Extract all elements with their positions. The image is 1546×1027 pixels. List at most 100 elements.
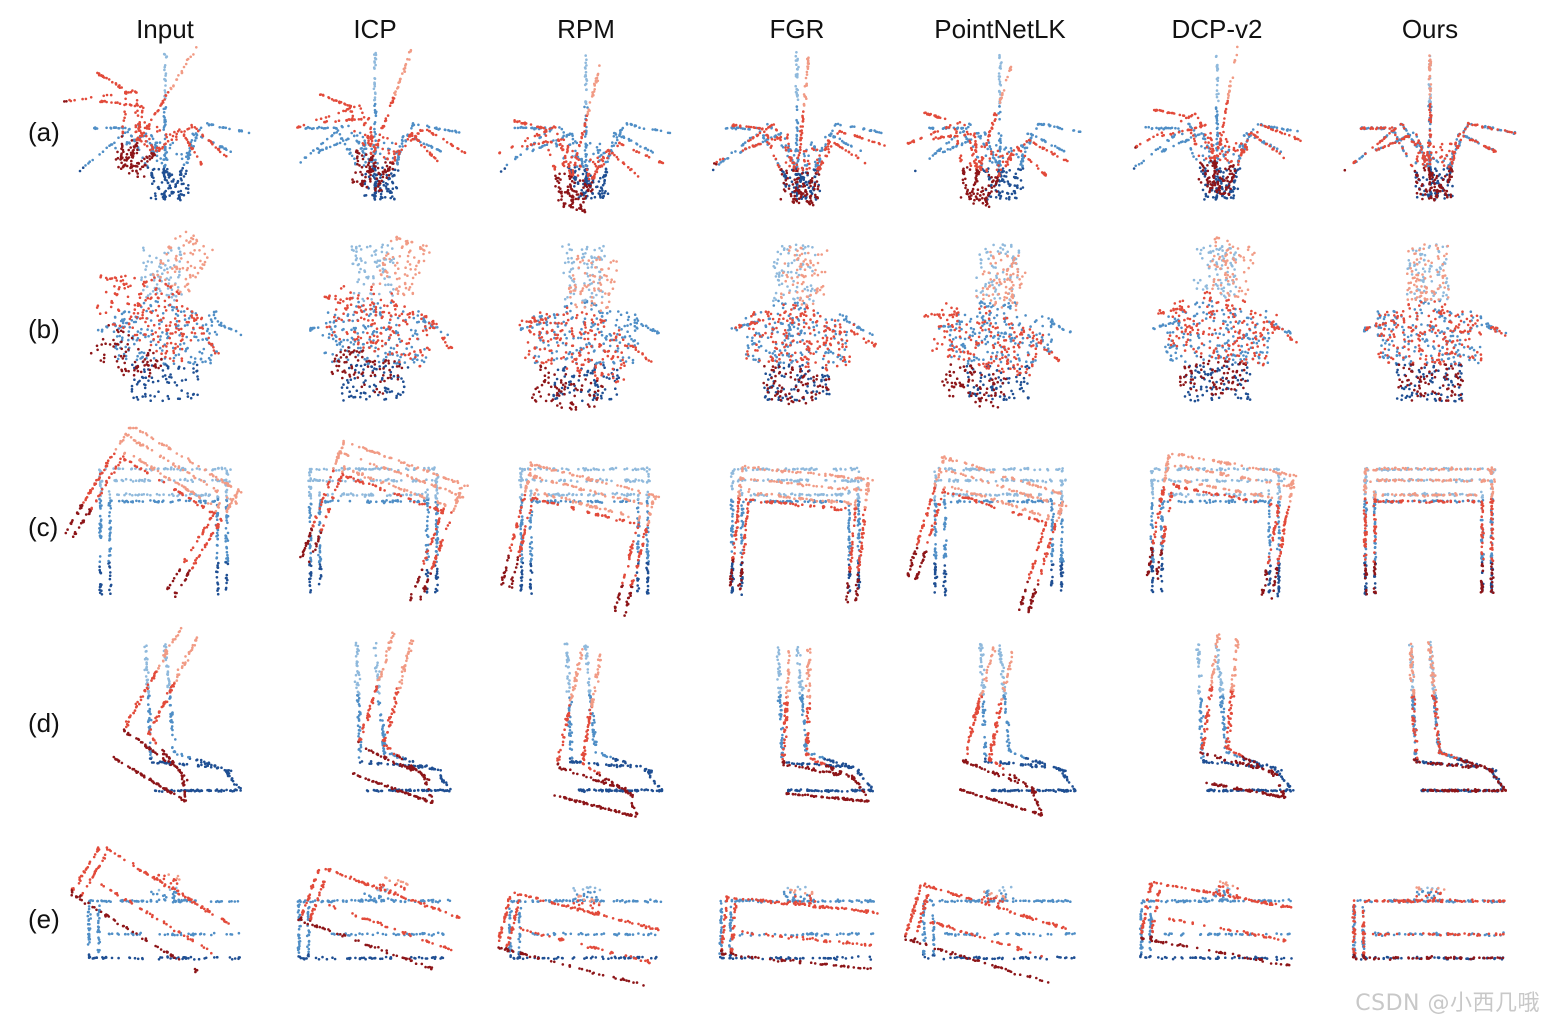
cell-b-fgr xyxy=(730,243,877,406)
cell-e-dcp-v2 xyxy=(1138,880,1293,967)
cell-a-fgr xyxy=(711,51,886,207)
target-cloud xyxy=(351,631,434,804)
cell-b-ours xyxy=(1362,243,1508,403)
cell-d-fgr xyxy=(775,645,874,803)
source-cloud xyxy=(1195,643,1295,793)
target-cloud xyxy=(1199,633,1287,800)
source-cloud xyxy=(518,466,651,595)
target-cloud xyxy=(323,235,454,395)
target-cloud xyxy=(1157,236,1298,396)
target-cloud xyxy=(518,254,653,411)
cell-c-input xyxy=(64,426,243,598)
cell-c-ours xyxy=(1362,466,1497,596)
target-cloud xyxy=(498,64,665,214)
target-cloud xyxy=(1351,886,1506,961)
cell-d-pointnetlk xyxy=(959,642,1077,817)
cell-c-fgr xyxy=(728,464,874,604)
column-header-fgr: FGR xyxy=(707,14,887,45)
source-cloud xyxy=(978,642,1077,793)
cell-c-rpm xyxy=(500,461,661,617)
target-cloud xyxy=(780,647,870,803)
cell-d-icp xyxy=(351,631,452,804)
watermark: CSDN @小西几哦 xyxy=(1355,985,1540,1017)
target-cloud xyxy=(299,439,469,602)
source-cloud xyxy=(98,466,232,596)
row-label-e: (e) xyxy=(28,904,88,935)
source-cloud xyxy=(96,246,243,403)
target-cloud xyxy=(1343,54,1517,202)
source-cloud xyxy=(1351,886,1505,961)
target-cloud xyxy=(720,888,879,971)
column-header-ours: Ours xyxy=(1340,14,1520,45)
cell-d-rpm xyxy=(553,642,664,818)
target-cloud xyxy=(70,846,230,974)
target-cloud xyxy=(906,65,1069,209)
cell-c-dcp-v2 xyxy=(1145,452,1298,600)
column-header-icp: ICP xyxy=(285,14,465,45)
source-cloud xyxy=(729,466,863,596)
source-cloud xyxy=(1138,887,1293,961)
row-label-b: (b) xyxy=(28,314,88,345)
cell-d-input xyxy=(112,626,242,803)
target-cloud xyxy=(906,455,1068,614)
target-cloud xyxy=(1362,466,1496,596)
target-cloud xyxy=(1145,452,1298,600)
cell-d-dcp-v2 xyxy=(1195,633,1295,800)
target-cloud xyxy=(1140,880,1293,967)
target-cloud xyxy=(713,56,886,207)
cell-e-ours xyxy=(1351,886,1506,961)
source-cloud xyxy=(309,243,450,402)
target-cloud xyxy=(497,891,660,987)
cell-b-icp xyxy=(309,235,454,402)
column-header-pointnetlk: PointNetLK xyxy=(910,14,1090,45)
target-cloud xyxy=(1364,243,1507,402)
target-cloud xyxy=(553,648,639,818)
target-cloud xyxy=(1408,641,1507,793)
column-header-dcp-v2: DCP-v2 xyxy=(1127,14,1307,45)
source-cloud xyxy=(519,243,660,403)
target-cloud xyxy=(112,626,199,803)
cell-e-pointnetlk xyxy=(904,882,1076,984)
source-cloud xyxy=(353,641,452,793)
source-cloud xyxy=(775,645,874,794)
target-cloud xyxy=(500,461,661,617)
cell-b-input xyxy=(89,230,243,403)
source-cloud xyxy=(507,885,663,961)
source-cloud xyxy=(1362,466,1497,596)
column-header-input: Input xyxy=(75,14,255,45)
cell-a-input xyxy=(63,46,251,202)
cell-e-fgr xyxy=(718,885,879,971)
cell-a-ours xyxy=(1343,54,1517,202)
row-label-a: (a) xyxy=(28,117,88,148)
target-cloud xyxy=(297,867,461,971)
target-cloud xyxy=(734,245,877,406)
target-cloud xyxy=(923,250,1061,409)
cell-a-pointnetlk xyxy=(906,53,1082,209)
cell-d-ours xyxy=(1408,640,1507,793)
cell-b-dcp-v2 xyxy=(1152,236,1298,403)
target-cloud xyxy=(959,646,1044,817)
cell-b-pointnetlk xyxy=(923,243,1072,409)
cell-b-rpm xyxy=(518,243,660,411)
target-cloud xyxy=(89,230,220,378)
source-cloud xyxy=(86,886,241,961)
cell-e-input xyxy=(70,846,241,974)
target-cloud xyxy=(64,426,243,598)
cell-e-rpm xyxy=(497,885,663,987)
cell-a-dcp-v2 xyxy=(1132,45,1302,201)
target-cloud xyxy=(1134,45,1302,196)
target-cloud xyxy=(728,464,874,604)
source-cloud xyxy=(1132,54,1299,201)
source-cloud xyxy=(718,885,875,961)
cell-c-icp xyxy=(299,439,469,602)
source-cloud xyxy=(499,54,672,200)
row-label-d: (d) xyxy=(28,708,88,739)
row-label-c: (c) xyxy=(28,512,88,543)
source-cloud xyxy=(296,886,452,961)
source-cloud xyxy=(78,52,251,202)
target-cloud xyxy=(904,882,1067,984)
cell-c-pointnetlk xyxy=(906,455,1068,614)
target-cloud xyxy=(63,46,228,178)
